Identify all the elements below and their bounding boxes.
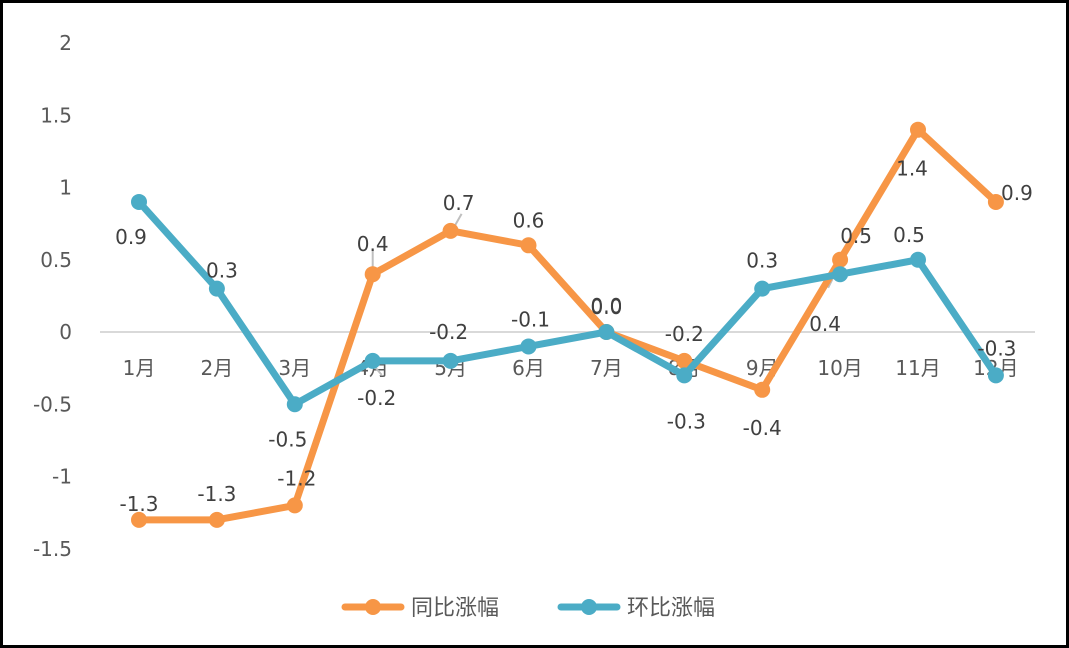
data-label: 0.5 [893,223,925,247]
y-tick-label: -1 [52,465,72,489]
y-tick-label: 1 [59,176,72,200]
data-point [676,352,693,369]
x-tick-label: 10月 [817,356,862,380]
data-point [598,324,615,340]
data-point [832,251,849,268]
data-point [987,367,1004,384]
y-tick-label: -0.5 [33,392,72,416]
legend-label: 同比涨幅 [411,596,499,621]
series-line-1 [135,126,1000,524]
data-label: 0.0 [590,295,622,319]
data-point [520,338,537,355]
data-point [442,222,459,239]
data-label: -1.3 [119,492,158,516]
y-tick-label: 0 [59,320,72,344]
data-label: -0.2 [429,320,468,344]
y-tick-label: 2 [59,31,72,55]
data-label: 1.4 [896,157,928,181]
legend-label: 环比涨幅 [627,596,715,621]
data-point [910,251,926,268]
series-line-2 [135,198,1000,408]
data-label: -0.5 [268,427,307,451]
data-label: 0.4 [357,232,389,256]
x-tick-label: 1月 [123,356,156,380]
data-point [987,193,1004,210]
data-label: 0.9 [1001,181,1033,205]
data-point [754,381,771,398]
data-point [676,367,693,384]
data-label: 0.3 [206,259,238,283]
data-label: -0.3 [667,409,706,433]
data-label: -1.2 [277,466,316,490]
y-tick-label: 1.5 [40,103,72,127]
data-point [208,511,225,528]
x-tick-label: 6月 [512,356,545,380]
data-label: 0.0 [590,294,622,318]
data-label: -0.3 [977,336,1016,360]
y-tick-label: 0.5 [40,248,72,272]
x-tick-label: 3月 [278,356,311,380]
data-point [832,266,849,283]
label-leader-line [374,367,383,376]
y-tick-label: -1.5 [33,537,72,561]
data-label: -0.4 [743,416,782,440]
data-point [286,396,303,413]
legend-swatch-marker [581,599,597,615]
data-label: -1.3 [197,482,236,506]
data-label: 0.7 [443,191,475,215]
x-tick-label: 2月 [201,356,234,380]
data-point [754,280,771,297]
data-point [520,237,537,254]
data-point [364,352,381,369]
data-label: 0.9 [115,225,147,249]
data-point [910,121,926,138]
data-label: -0.2 [665,322,704,346]
data-point [131,511,147,528]
legend-swatch-marker [365,599,381,615]
data-point [286,497,303,514]
data-point [131,193,147,210]
data-label: 0.4 [809,312,841,336]
data-label: -0.1 [511,307,550,331]
data-point [364,266,381,283]
data-point [208,280,225,297]
data-label: 0.3 [746,249,778,273]
data-label: 0.6 [513,208,545,232]
data-label: 0.5 [840,224,872,248]
x-tick-label: 7月 [590,356,623,380]
x-tick-label: 11月 [895,356,940,380]
data-label: -0.2 [357,386,396,410]
data-point [442,352,459,369]
